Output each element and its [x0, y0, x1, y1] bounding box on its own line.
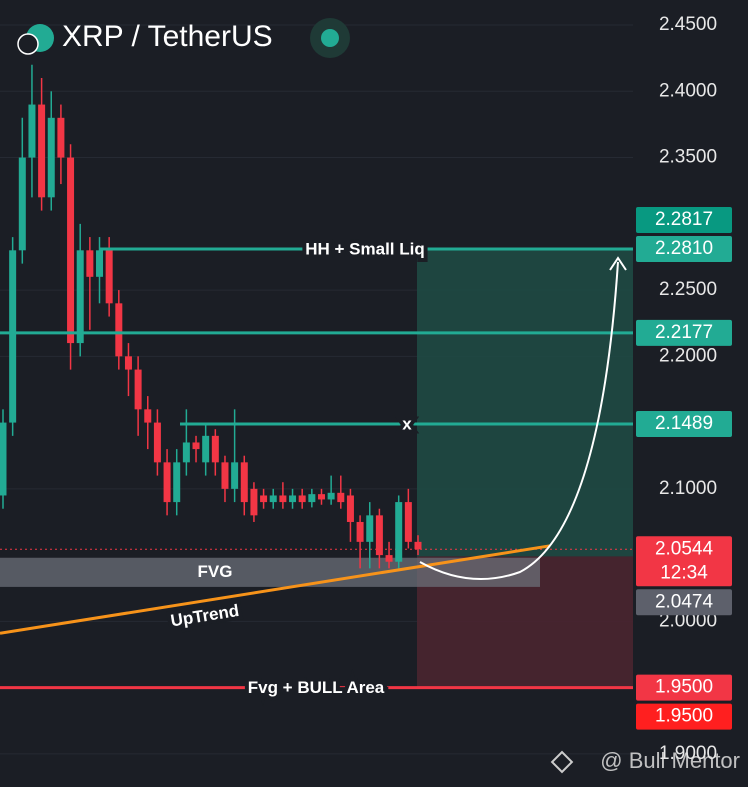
y-tick-label: 2.3500 [659, 147, 717, 168]
candle-body [337, 492, 345, 503]
candle-body [211, 435, 219, 463]
projection-arrow [419, 256, 627, 581]
candle-body [134, 369, 142, 410]
candle-body [260, 495, 268, 503]
candle-body [0, 422, 7, 496]
candle-body [105, 250, 113, 304]
candle-body [192, 442, 200, 450]
countdown: 12:34 [660, 562, 708, 583]
candle-body [163, 462, 171, 503]
candle-body [231, 462, 239, 489]
candle-body [67, 157, 75, 344]
candle-body [308, 494, 316, 503]
candle-body [404, 502, 412, 542]
y-tick-label: 1.9000 [659, 743, 717, 764]
chart-title: XRP / TetherUS [62, 20, 273, 53]
candle-body [76, 250, 84, 344]
candle-body [414, 541, 422, 550]
level-label: Fvg + BULL Area [248, 678, 385, 697]
price-label: 2.1489 [655, 413, 713, 434]
candle-body [375, 515, 383, 556]
price-label-box [636, 674, 732, 701]
candle-body [269, 495, 277, 503]
candle-body [96, 250, 104, 277]
candle-body [279, 495, 287, 503]
candle-body [144, 409, 152, 423]
candle-body [395, 502, 403, 562]
uptrend-line [0, 544, 551, 635]
candle-body [115, 303, 123, 357]
candle-body [38, 104, 46, 198]
price-label: 2.0474 [655, 591, 714, 612]
candle-body [47, 117, 55, 198]
candle-body [182, 442, 190, 463]
level-label: HH + Small Liq [305, 239, 425, 258]
y-tick-label: 2.0000 [659, 610, 717, 631]
price-label-box [636, 235, 732, 262]
y-tick-label: 2.2000 [659, 345, 717, 366]
candle-body [57, 117, 65, 158]
candle-body [366, 515, 374, 542]
price-label: 2.2177 [655, 322, 713, 343]
candle-body [173, 462, 181, 503]
candle-body [86, 250, 94, 277]
candle-body [221, 462, 229, 489]
price-label: 1.9500 [655, 677, 713, 698]
level-label: x [402, 415, 412, 434]
candle-body [250, 488, 258, 516]
candle-body [202, 435, 210, 463]
candle-body [9, 250, 17, 423]
price-label-box [636, 536, 732, 587]
price-label-box [636, 589, 732, 616]
candle-body [317, 494, 325, 500]
y-tick-label: 2.4500 [659, 14, 717, 35]
candle-body [346, 495, 354, 522]
candle-body [385, 555, 393, 562]
y-tick-label: 2.1000 [659, 478, 717, 499]
price-label: 2.0544 [655, 538, 714, 559]
price-label-box [636, 319, 732, 346]
fvg-label: FVG [198, 562, 233, 581]
candle-body [240, 462, 248, 503]
price-label: 2.2817 [655, 209, 713, 230]
candle-body [289, 495, 297, 503]
watermark-logo [550, 750, 574, 774]
y-tick-label: 2.4000 [659, 80, 717, 101]
exchange-icon [17, 33, 39, 55]
price-label-box [636, 206, 732, 233]
fvg-zone [0, 557, 540, 587]
candle-body [28, 104, 36, 158]
candle-body [298, 495, 306, 503]
price-label-box [636, 411, 732, 438]
price-label: 1.9500 [655, 706, 713, 727]
price-label-box [636, 703, 732, 730]
candle-body [153, 422, 161, 463]
watermark: @ Bull Mentor [600, 748, 740, 773]
candle-body [327, 492, 335, 500]
candle-body [124, 356, 132, 370]
price-label: 2.2810 [655, 238, 713, 259]
y-tick-label: 2.2500 [659, 279, 717, 300]
candle-body [18, 157, 26, 251]
target-zone [417, 248, 633, 557]
candle-body [356, 521, 364, 542]
status-dot [321, 29, 339, 47]
